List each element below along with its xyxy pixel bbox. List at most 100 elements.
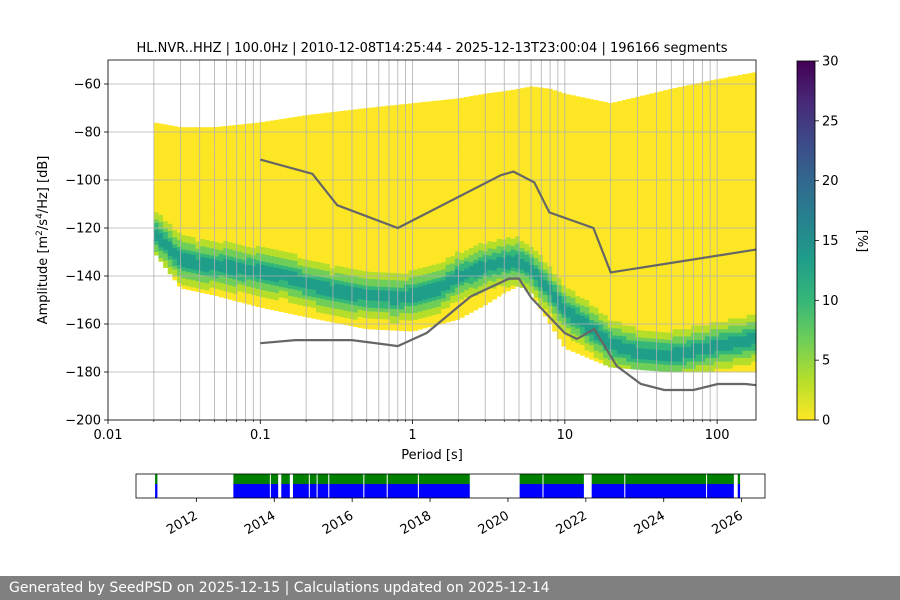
psd-density-cell bbox=[214, 284, 220, 289]
psd-density-cell bbox=[177, 214, 183, 219]
psd-density-cell bbox=[491, 133, 498, 138]
psd-density-cell bbox=[473, 111, 479, 116]
psd-density-cell bbox=[491, 295, 498, 300]
psd-density-cell bbox=[362, 245, 368, 250]
psd-density-cell bbox=[422, 245, 428, 250]
psd-density-cell bbox=[552, 197, 558, 202]
psd-density-cell bbox=[473, 97, 479, 102]
psd-density-cell bbox=[306, 295, 312, 300]
psd-density-cell bbox=[496, 216, 502, 221]
psd-density-cell bbox=[334, 254, 340, 259]
psd-density-cell bbox=[153, 240, 159, 245]
psd-density-cell bbox=[491, 223, 498, 228]
psd-density-cell bbox=[510, 205, 516, 210]
psd-density-cell bbox=[315, 265, 321, 270]
psd-density-cell bbox=[163, 184, 169, 189]
psd-density-cell bbox=[450, 101, 456, 106]
psd-density-cell bbox=[348, 296, 354, 301]
psd-density-cell bbox=[417, 325, 423, 330]
psd-density-cell bbox=[510, 115, 516, 120]
psd-density-cell bbox=[464, 152, 470, 157]
psd-density-cell bbox=[255, 303, 261, 308]
psd-density-cell bbox=[223, 280, 229, 285]
psd-density-cell bbox=[311, 314, 317, 319]
psd-density-cell bbox=[278, 239, 284, 244]
psd-density-cell bbox=[403, 255, 410, 260]
psd-density-cell bbox=[501, 246, 507, 251]
psd-density-cell bbox=[209, 269, 215, 274]
psd-density-cell bbox=[214, 281, 220, 286]
psd-density-cell bbox=[459, 101, 465, 106]
psd-density-cell bbox=[431, 100, 437, 103]
psd-density-cell bbox=[552, 215, 558, 220]
psd-density-cell bbox=[200, 173, 206, 178]
psd-density-cell bbox=[510, 220, 516, 225]
psd-density-cell bbox=[390, 283, 396, 288]
psd-density-cell bbox=[524, 157, 530, 162]
psd-density-cell bbox=[353, 268, 359, 273]
psd-density-cell bbox=[320, 212, 326, 217]
psd-density-cell bbox=[431, 199, 437, 204]
psd-density-cell bbox=[427, 222, 433, 227]
psd-density-cell bbox=[153, 125, 159, 130]
psd-density-cell bbox=[325, 252, 331, 257]
psd-density-cell bbox=[200, 141, 206, 146]
psd-density-cell bbox=[172, 251, 178, 256]
psd-density-cell bbox=[204, 178, 210, 183]
psd-density-cell bbox=[218, 275, 224, 280]
psd-density-cell bbox=[223, 236, 229, 241]
psd-density-cell bbox=[431, 303, 437, 308]
psd-density-cell bbox=[153, 251, 159, 256]
psd-density-cell bbox=[195, 280, 201, 285]
psd-density-cell bbox=[385, 142, 391, 147]
psd-density-cell bbox=[343, 234, 349, 239]
psd-density-cell bbox=[237, 247, 243, 252]
psd-density-cell bbox=[343, 144, 349, 149]
psd-density-cell bbox=[306, 205, 312, 210]
psd-density-cell bbox=[491, 151, 498, 156]
psd-density-cell bbox=[413, 193, 419, 198]
psd-density-cell bbox=[366, 181, 372, 186]
psd-density-cell bbox=[255, 227, 261, 232]
psd-density-cell bbox=[297, 211, 303, 216]
psd-density-cell bbox=[274, 127, 280, 132]
psd-density-cell bbox=[408, 208, 414, 213]
psd-density-cell bbox=[353, 142, 359, 147]
psd-density-cell bbox=[538, 254, 544, 259]
psd-density-cell bbox=[408, 223, 414, 228]
psd-density-cell bbox=[255, 198, 261, 203]
psd-density-cell bbox=[533, 128, 539, 133]
psd-density-cell bbox=[302, 129, 308, 134]
psd-density-cell bbox=[163, 141, 169, 146]
psd-density-cell bbox=[302, 190, 308, 195]
psd-density-cell bbox=[529, 124, 535, 129]
psd-density-cell bbox=[283, 229, 289, 234]
psd-density-cell bbox=[172, 215, 178, 220]
psd-density-cell bbox=[413, 150, 419, 155]
psd-density-cell bbox=[478, 156, 484, 161]
psd-density-cell bbox=[265, 197, 271, 202]
psd-density-cell bbox=[348, 260, 354, 265]
psd-density-cell bbox=[454, 175, 460, 180]
psd-density-cell bbox=[431, 231, 437, 236]
psd-density-cell bbox=[320, 233, 326, 238]
psd-density-cell bbox=[394, 128, 400, 133]
psd-density-cell bbox=[441, 261, 447, 266]
psd-density-cell bbox=[292, 228, 298, 233]
psd-density-cell bbox=[167, 237, 173, 242]
psd-density-cell bbox=[427, 261, 433, 266]
psd-density-cell bbox=[478, 242, 484, 247]
psd-density-cell bbox=[357, 129, 363, 134]
psd-density-cell bbox=[473, 126, 479, 131]
psd-density-cell bbox=[556, 151, 562, 156]
psd-density-cell bbox=[306, 284, 312, 289]
psd-density-cell bbox=[380, 146, 386, 151]
psd-density-cell bbox=[306, 230, 312, 235]
psd-density-cell bbox=[505, 190, 511, 195]
psd-density-cell bbox=[302, 194, 308, 199]
psd-density-cell bbox=[172, 186, 178, 191]
psd-density-cell bbox=[265, 236, 271, 241]
psd-density-cell bbox=[320, 125, 326, 130]
psd-density-cell bbox=[209, 193, 215, 198]
psd-density-cell bbox=[292, 231, 298, 236]
